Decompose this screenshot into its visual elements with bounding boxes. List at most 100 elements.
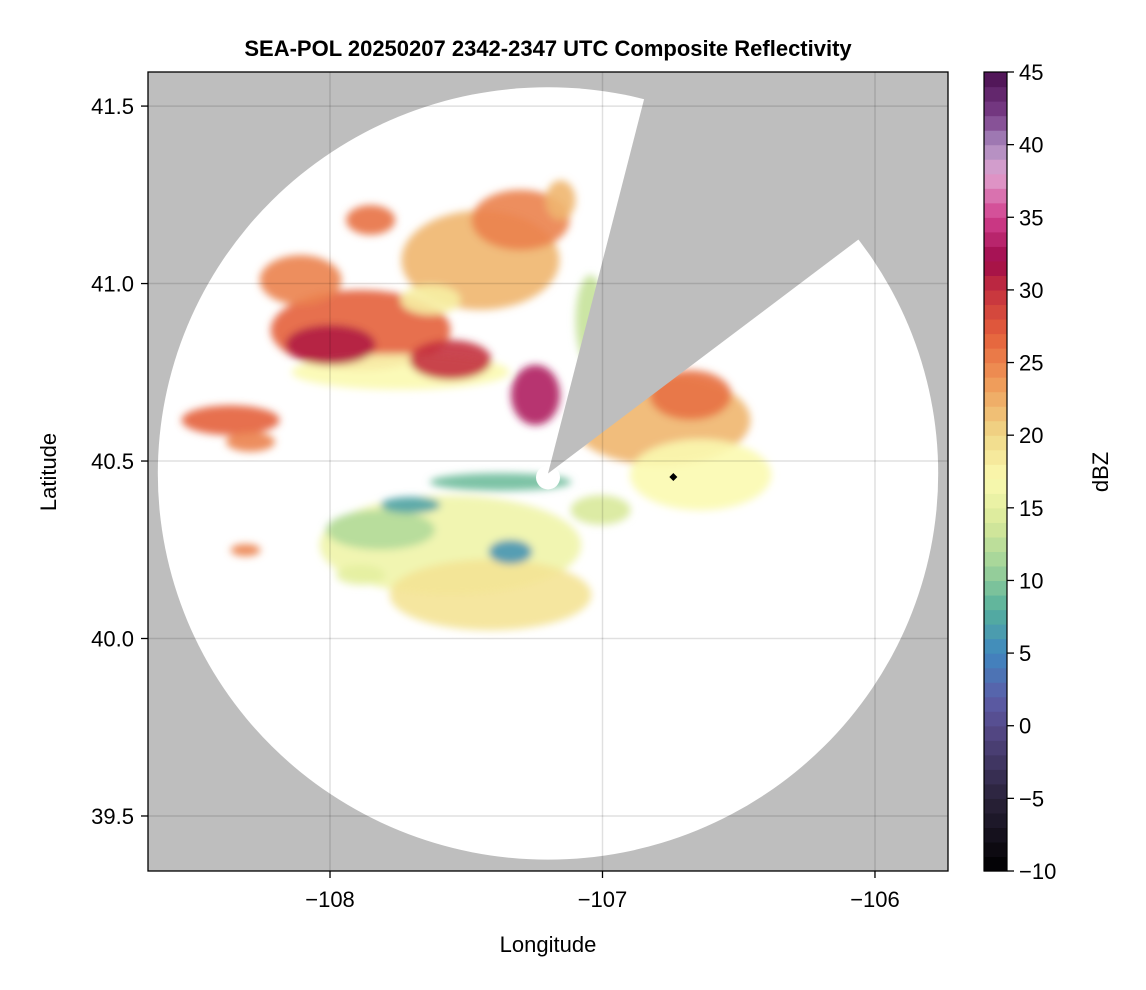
colorbar-bin — [984, 377, 1007, 393]
colorbar-bin — [984, 841, 1007, 858]
colorbar-bin — [984, 696, 1007, 712]
x-axis-label: Longitude — [500, 932, 597, 957]
echo-cell — [259, 255, 342, 305]
echo-cell — [285, 325, 376, 365]
colorbar-tick-label: 10 — [1019, 568, 1043, 593]
colorbar-bin — [984, 536, 1007, 552]
radar-center-gap — [536, 465, 560, 490]
x-tick-label: −107 — [578, 887, 628, 912]
colorbar-bin — [984, 711, 1007, 727]
x-axis-ticks: −108 −107 −106 — [305, 871, 900, 912]
y-tick-label: 40.0 — [91, 627, 134, 652]
y-tick-label: 40.5 — [91, 449, 134, 474]
colorbar-bin — [984, 740, 1007, 756]
colorbar-bin — [984, 231, 1007, 247]
y-axis-ticks: 39.5 40.0 40.5 41.0 41.5 — [91, 94, 148, 829]
colorbar-bin — [984, 188, 1007, 204]
blocked-sector — [548, 72, 948, 474]
colorbar-bin — [984, 667, 1007, 683]
colorbar-bin — [984, 798, 1007, 814]
colorbar-bin — [984, 725, 1007, 741]
colorbar-bin — [984, 304, 1007, 320]
colorbar-bin — [984, 246, 1007, 262]
colorbar-bin — [984, 478, 1007, 494]
colorbar-bin — [984, 653, 1007, 669]
colorbar-bin — [984, 72, 1007, 88]
colorbar-tick-label: −10 — [1019, 859, 1056, 884]
colorbar-tick-label: 20 — [1019, 423, 1043, 448]
colorbar-bin — [984, 173, 1007, 189]
grid-lines — [148, 72, 948, 871]
colorbar-bin — [984, 333, 1007, 349]
x-tick-label: −106 — [850, 887, 900, 912]
y-tick-label: 41.0 — [91, 272, 134, 297]
echo-cell — [545, 180, 576, 221]
y-tick-label: 39.5 — [91, 804, 134, 829]
colorbar-tick-label: 45 — [1019, 60, 1043, 85]
y-axis-label: Latitude — [36, 433, 61, 511]
colorbar-bin — [984, 275, 1007, 291]
colorbar-bin — [984, 609, 1007, 625]
colorbar-bin — [984, 551, 1007, 567]
echo-cell — [336, 565, 386, 585]
colorbar-bin — [984, 624, 1007, 640]
colorbar-bin — [984, 565, 1007, 582]
colorbar-tick-label: 35 — [1019, 205, 1043, 230]
colorbar-tick-label: 30 — [1019, 278, 1043, 303]
colorbar-bin — [984, 594, 1007, 611]
colorbar-bin — [984, 86, 1007, 102]
echo-cell — [380, 496, 441, 514]
colorbar-tick-label: 0 — [1019, 714, 1031, 739]
colorbar-bin — [984, 260, 1007, 276]
colorbar-bin — [984, 769, 1007, 785]
x-tick-label: −108 — [305, 887, 355, 912]
colorbar-bin — [984, 638, 1007, 654]
echo-cell — [409, 339, 492, 380]
colorbar-bin — [984, 406, 1007, 422]
colorbar-bin — [984, 827, 1007, 843]
colorbar-bin — [984, 522, 1007, 538]
echo-cell — [400, 284, 461, 315]
colorbar-bin — [984, 812, 1007, 829]
colorbar-bin — [984, 101, 1007, 117]
colorbar-bin — [984, 580, 1007, 596]
echo-cell — [389, 559, 592, 631]
colorbar-bin — [984, 115, 1007, 131]
site-marker — [669, 473, 678, 482]
chart-title: SEA-POL 20250207 2342-2347 UTC Composite… — [244, 36, 852, 61]
echo-cell — [629, 439, 772, 511]
echo-cell — [570, 495, 631, 525]
colorbar-bin — [984, 449, 1007, 465]
colorbar-tick-label: −5 — [1019, 786, 1044, 811]
echo-cell — [471, 189, 570, 251]
echo-cell — [488, 539, 533, 564]
echo-cell — [225, 431, 275, 452]
colorbar-bin — [984, 217, 1007, 233]
y-tick-label: 41.5 — [91, 94, 134, 119]
colorbar-tick-label: 15 — [1019, 496, 1043, 521]
colorbar-tick-label: 5 — [1019, 641, 1031, 666]
colorbar-bin — [984, 464, 1007, 480]
colorbar-tick-label: 25 — [1019, 351, 1043, 376]
echo-cell — [230, 544, 261, 557]
colorbar-bin — [984, 144, 1007, 160]
colorbar-bin — [984, 754, 1007, 770]
colorbar-bin — [984, 159, 1007, 175]
colorbar-bin — [984, 202, 1007, 218]
echo-cell — [510, 364, 560, 426]
colorbar-bin — [984, 493, 1007, 509]
colorbar-bin — [984, 682, 1007, 698]
colorbar-bin — [984, 507, 1007, 523]
colorbar-bin — [984, 856, 1007, 872]
colorbar-bin — [984, 362, 1007, 378]
colorbar: −10 −5 0 5 10 15 20 25 30 35 40 45 — [983, 60, 1056, 884]
plot-frame — [147, 71, 949, 872]
colorbar-tick-label: 40 — [1019, 133, 1043, 158]
plot-area — [148, 72, 948, 871]
colorbar-bin — [984, 391, 1007, 407]
colorbar-bin — [984, 318, 1007, 335]
colorbar-bin — [984, 420, 1007, 436]
colorbar-frame — [983, 71, 1008, 872]
colorbar-bin — [984, 435, 1007, 451]
